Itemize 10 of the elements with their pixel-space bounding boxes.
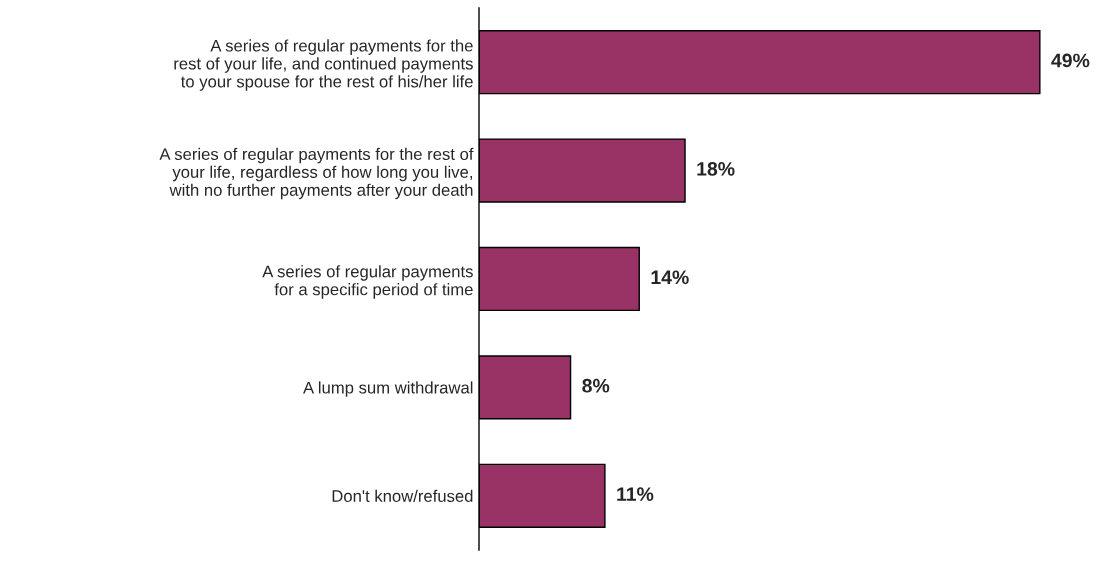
y-tick-label: A series of regular payments for the rest of your life, and continued payments to your spouse for the rest of his/her life: [174, 39, 473, 91]
data-label: 11%: [617, 487, 654, 501]
y-tick-label: A series of regular payments for a specific period of time: [262, 265, 473, 299]
y-tick-label: A lump sum withdrawal: [303, 381, 473, 397]
y-tick-label: Don't know/refused: [332, 489, 473, 502]
data-label: 8%: [582, 378, 610, 393]
data-label: 18%: [697, 162, 735, 176]
data-label: 14%: [651, 270, 689, 285]
y-tick-label: A series of regular payments for the rest of your life, regardless of how long you live, with no further payments after your death: [159, 147, 474, 200]
data-label: 49%: [1051, 53, 1090, 68]
